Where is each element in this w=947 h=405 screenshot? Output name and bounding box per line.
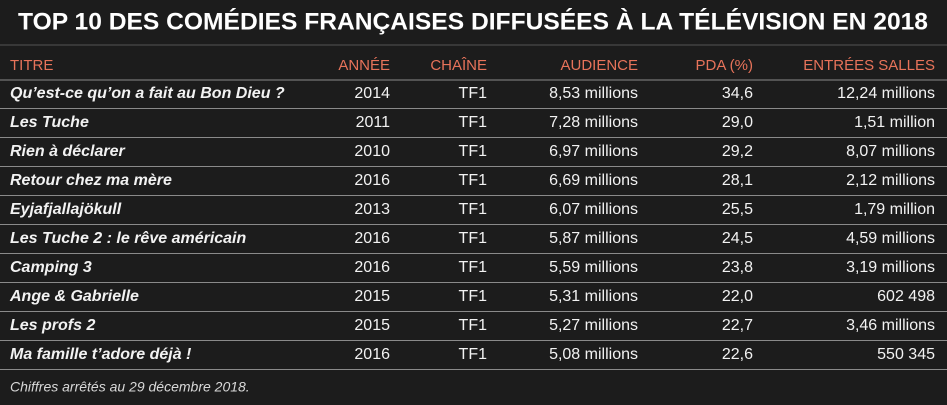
film-title: Les profs 2 bbox=[10, 317, 95, 334]
cell: 6,07 millions bbox=[549, 201, 638, 218]
film-title: Eyjafjallajökull bbox=[10, 201, 122, 218]
cell: 2,12 millions bbox=[846, 172, 935, 189]
cell: 34,6 bbox=[722, 85, 753, 102]
cell: 2014 bbox=[354, 85, 390, 102]
cell: 6,97 millions bbox=[549, 143, 638, 160]
cell: 22,6 bbox=[722, 346, 753, 363]
cell: 2011 bbox=[356, 114, 391, 131]
cell: 550 345 bbox=[877, 346, 935, 363]
cell: 1,79 million bbox=[854, 201, 935, 218]
cell: 7,28 millions bbox=[549, 114, 638, 131]
film-title: Les Tuche 2 : le rêve américain bbox=[10, 230, 247, 247]
cell: 1,51 million bbox=[854, 114, 935, 131]
cell: TF1 bbox=[459, 201, 488, 218]
title: TOP 10 DES COMÉDIES FRANÇAISES DIFFUSÉES… bbox=[18, 7, 928, 35]
cell: TF1 bbox=[459, 317, 488, 334]
cell: 3,46 millions bbox=[846, 317, 935, 334]
column-header: TITRE bbox=[10, 57, 53, 74]
cell: 22,7 bbox=[722, 317, 753, 334]
cell: 8,53 millions bbox=[549, 85, 638, 102]
cell: 29,2 bbox=[722, 143, 753, 160]
cell: 24,5 bbox=[722, 230, 753, 247]
cell: 2013 bbox=[354, 201, 390, 218]
cell: TF1 bbox=[459, 259, 488, 276]
column-header: ENTRÉES SALLES bbox=[803, 57, 935, 74]
film-title: Rien à déclarer bbox=[10, 143, 126, 160]
cell: 6,69 millions bbox=[549, 172, 638, 189]
film-title: Camping 3 bbox=[10, 259, 92, 276]
cell: 2016 bbox=[354, 259, 390, 276]
cell: 5,59 millions bbox=[549, 259, 638, 276]
cell: 5,87 millions bbox=[549, 230, 638, 247]
column-header: PDA (%) bbox=[695, 57, 753, 74]
cell: 2015 bbox=[354, 317, 390, 334]
cell: 8,07 millions bbox=[846, 143, 935, 160]
cell: 23,8 bbox=[722, 259, 753, 276]
cell: 5,08 millions bbox=[549, 346, 638, 363]
film-title: Retour chez ma mère bbox=[10, 172, 172, 189]
cell: TF1 bbox=[459, 85, 488, 102]
film-title: Les Tuche bbox=[10, 114, 89, 131]
cell: TF1 bbox=[459, 172, 488, 189]
column-header: CHAÎNE bbox=[430, 57, 487, 74]
column-header: ANNÉE bbox=[338, 57, 390, 74]
cell: TF1 bbox=[459, 288, 488, 305]
cell: TF1 bbox=[459, 346, 488, 363]
film-title: Qu’est-ce qu’on a fait au Bon Dieu ? bbox=[10, 85, 285, 102]
cell: 2015 bbox=[354, 288, 390, 305]
cell: 5,31 millions bbox=[549, 288, 638, 305]
cell: 2016 bbox=[354, 346, 390, 363]
cell: 22,0 bbox=[722, 288, 753, 305]
cell: 2010 bbox=[354, 143, 390, 160]
film-title: Ange & Gabrielle bbox=[9, 288, 139, 305]
cell: 5,27 millions bbox=[549, 317, 638, 334]
film-title: Ma famille t’adore déjà ! bbox=[10, 346, 192, 363]
cell: TF1 bbox=[459, 143, 488, 160]
cell: 25,5 bbox=[722, 201, 753, 218]
footnote: Chiffres arrêtés au 29 décembre 2018. bbox=[10, 379, 250, 395]
cell: 2016 bbox=[354, 172, 390, 189]
column-header: AUDIENCE bbox=[560, 57, 638, 74]
cell: 2016 bbox=[354, 230, 390, 247]
cell: TF1 bbox=[459, 230, 488, 247]
cell: 29,0 bbox=[722, 114, 753, 131]
cell: 4,59 millions bbox=[846, 230, 935, 247]
cell: 28,1 bbox=[722, 172, 753, 189]
cell: TF1 bbox=[459, 114, 488, 131]
cell: 3,19 millions bbox=[846, 259, 935, 276]
cell: 602 498 bbox=[877, 288, 935, 305]
cell: 12,24 millions bbox=[837, 85, 935, 102]
